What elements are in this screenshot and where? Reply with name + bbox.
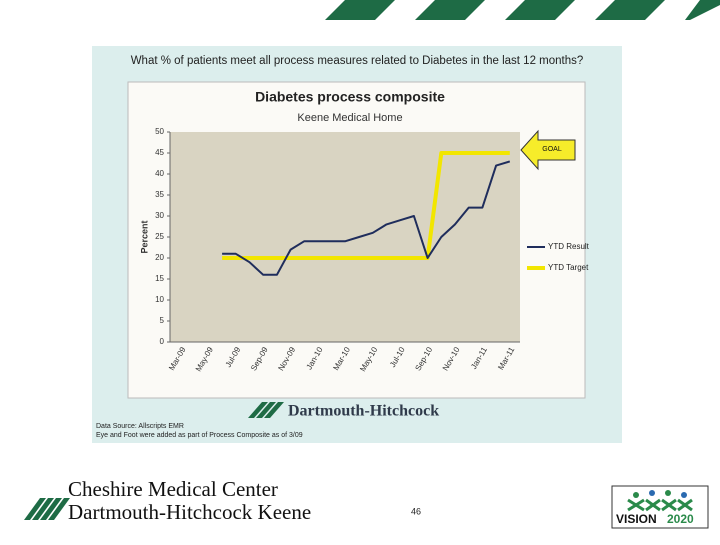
- y-tick-label: 0: [160, 337, 165, 346]
- plot-area: [170, 132, 520, 342]
- vision-logo-icon: [627, 490, 693, 512]
- question: What % of patients meet all process meas…: [131, 55, 584, 67]
- y-axis-label: Percent: [139, 220, 149, 253]
- footnote: Eye and Foot were added as part of Proce…: [96, 432, 303, 439]
- footer-logo-1: Cheshire Medical Center: [68, 477, 278, 501]
- footer-logo-2: Dartmouth-Hitchcock Keene: [68, 500, 311, 524]
- vision-logo-box: [611, 485, 709, 529]
- y-tick-label: 5: [160, 316, 165, 325]
- series-line: [222, 160, 511, 276]
- y-tick-label: 40: [155, 169, 164, 178]
- y-tick-label: 15: [155, 274, 164, 283]
- y-tick-label: 50: [155, 127, 164, 136]
- y-tick-label: 30: [155, 211, 164, 220]
- legend-label: YTD Result: [548, 242, 590, 251]
- y-tick-label: 45: [155, 148, 164, 157]
- footer-logo-mark: [24, 498, 70, 520]
- chart-logo: [248, 402, 284, 418]
- series-line: [222, 151, 510, 260]
- chart-subtitle: Keene Medical Home: [297, 112, 402, 124]
- y-tick-label: 35: [155, 190, 164, 199]
- vision-logo-2: 2020: [667, 512, 694, 526]
- y-tick-label: 25: [155, 232, 164, 241]
- goal-arrow: [520, 129, 576, 171]
- header-stripes: [325, 0, 720, 20]
- page-number: 46: [411, 506, 421, 516]
- y-tick-label: 10: [155, 295, 164, 304]
- data-source: Data Source: Allscripts EMR: [96, 423, 184, 430]
- vision-logo-1: VISION: [616, 512, 657, 526]
- chart-title: Diabetes process composite: [255, 89, 445, 105]
- y-tick-label: 20: [155, 253, 164, 262]
- goal-label: GOAL: [542, 146, 562, 153]
- legend-label: YTD Target: [548, 263, 589, 272]
- chart-logo-text: Dartmouth-Hitchcock: [288, 403, 439, 420]
